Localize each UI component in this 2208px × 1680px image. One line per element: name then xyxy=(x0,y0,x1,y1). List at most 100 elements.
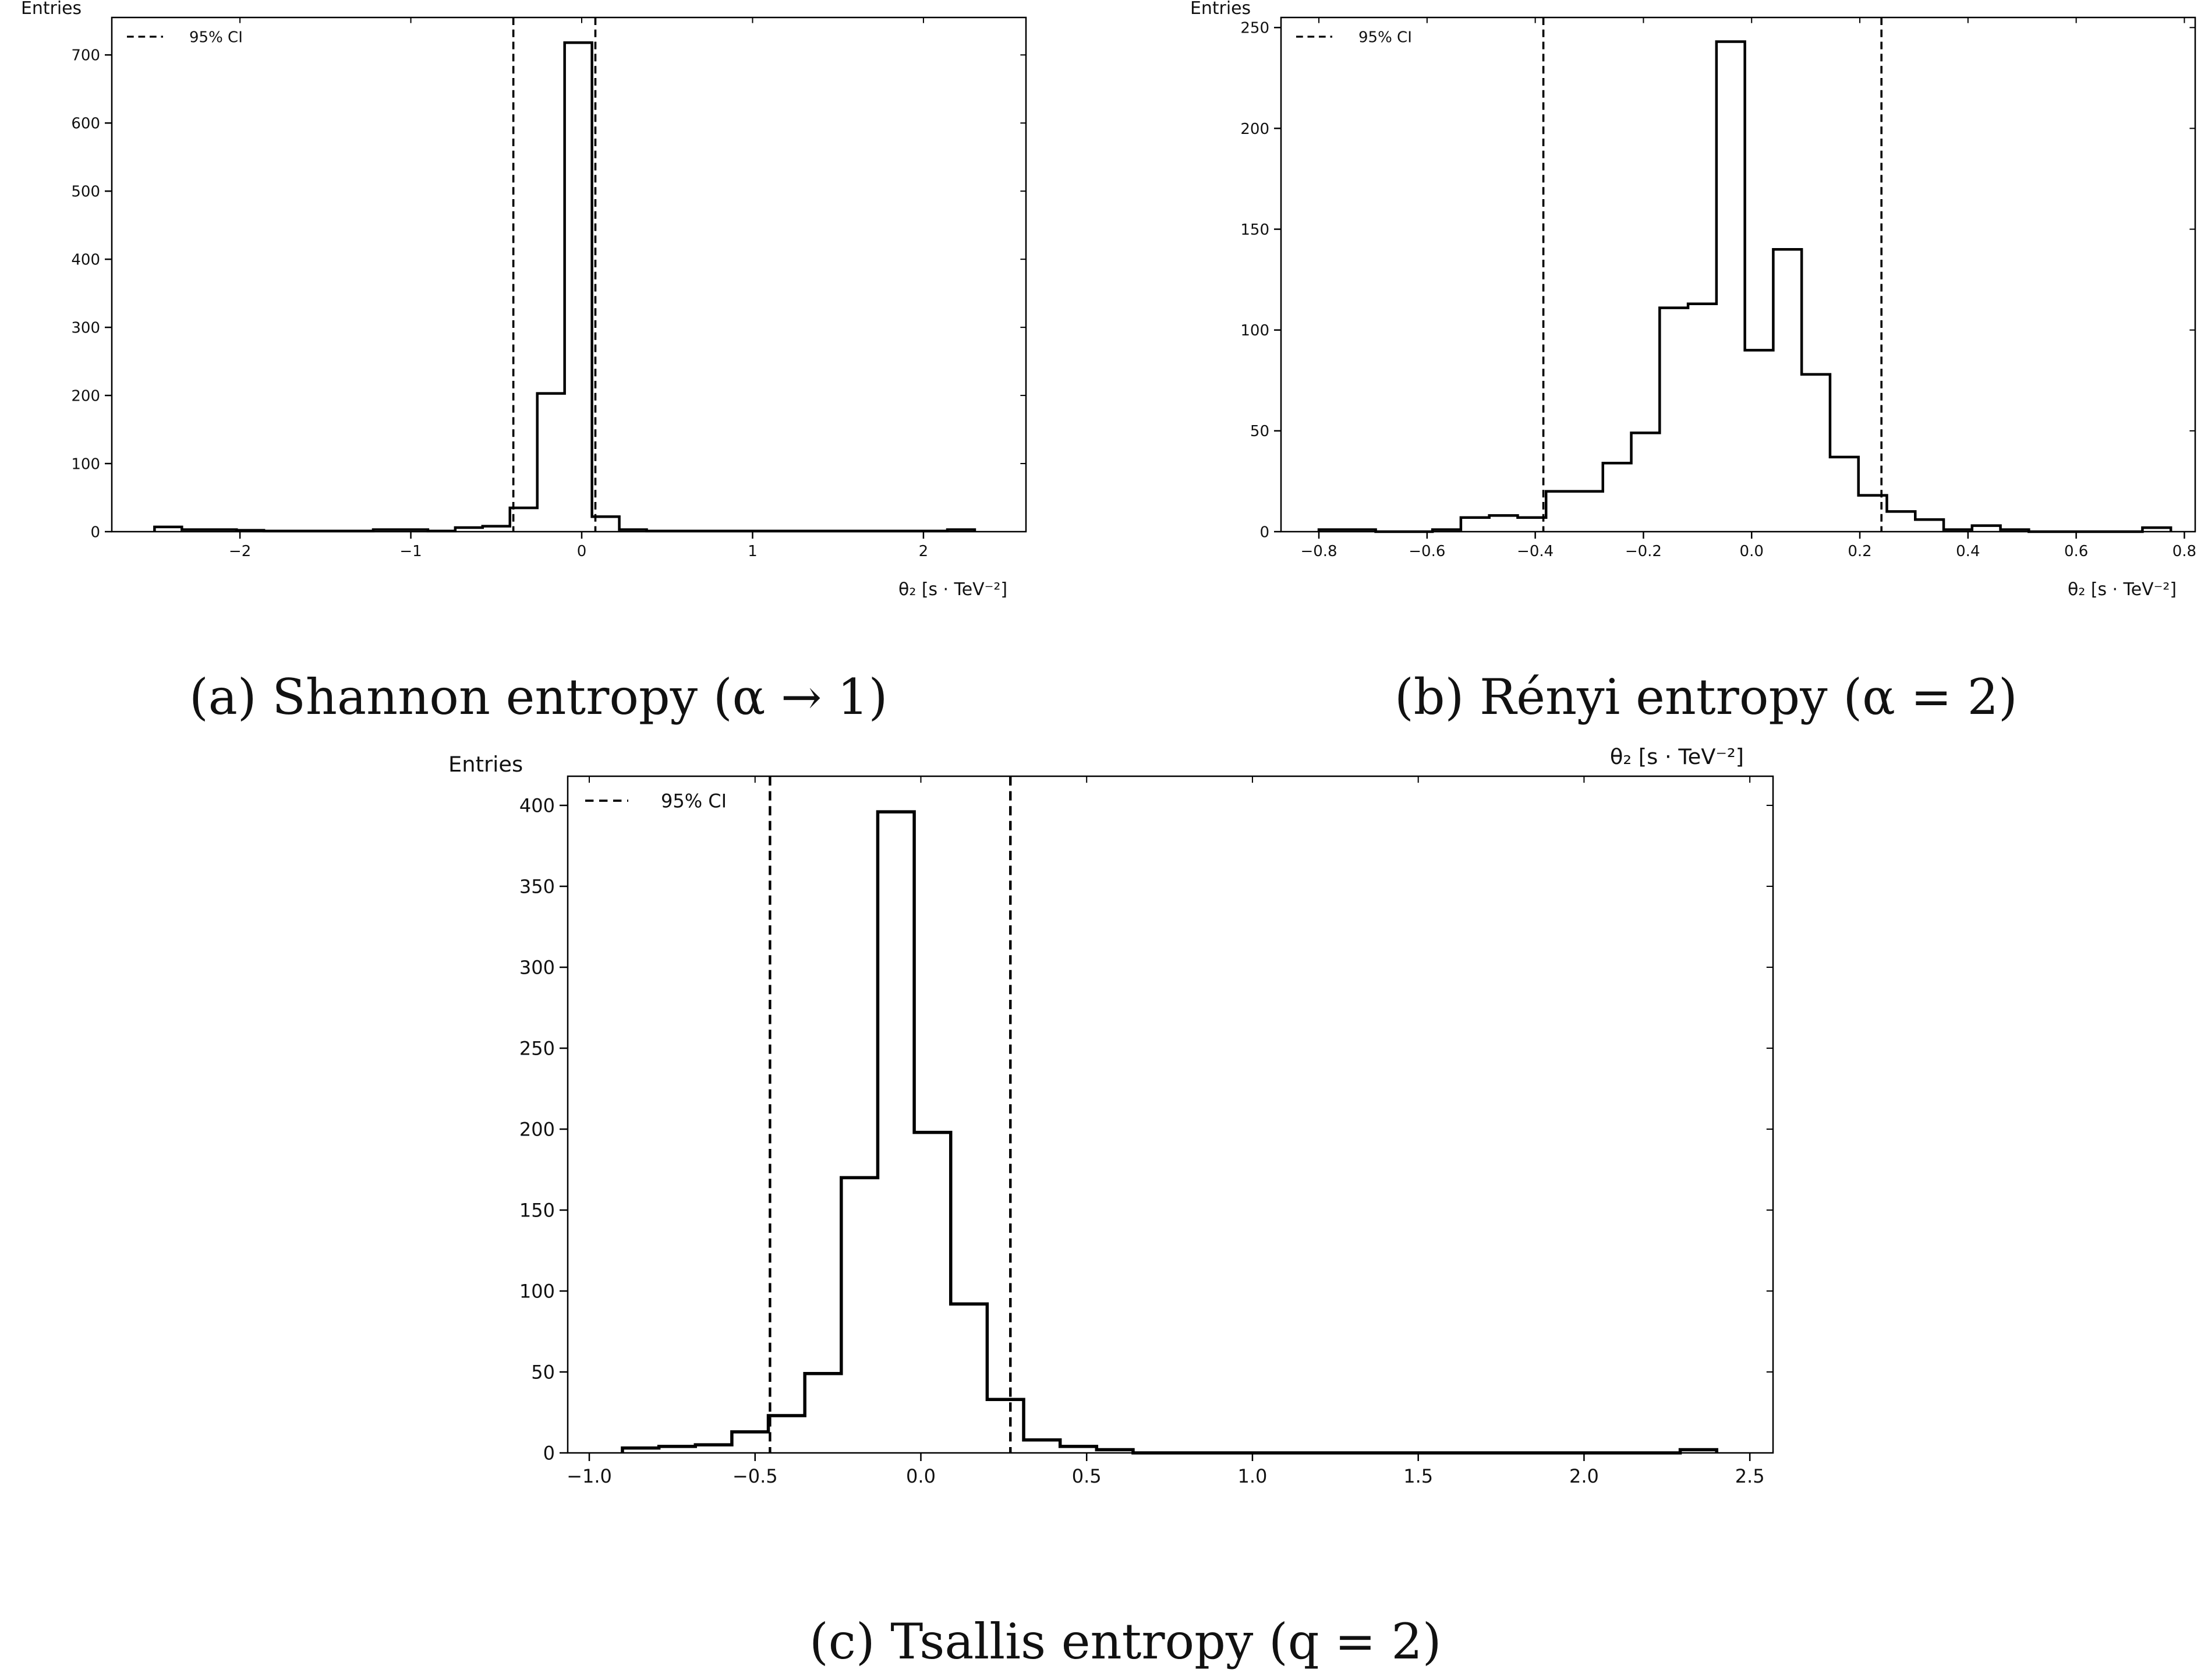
histogram-bin xyxy=(893,531,920,532)
y-tick-label: 300 xyxy=(519,957,555,979)
histogram-outline xyxy=(153,41,976,533)
histogram-bin xyxy=(1489,515,1518,532)
x-tick-label: 2 xyxy=(919,543,929,560)
histogram-bin xyxy=(1096,1449,1133,1453)
x-tick-label: 0.0 xyxy=(906,1465,936,1487)
y-tick-label: 200 xyxy=(519,1119,555,1141)
x-tick-label: 0.8 xyxy=(2172,543,2196,560)
y-tick-label: 400 xyxy=(71,252,100,269)
histogram-bin xyxy=(1944,530,1972,532)
histogram-bin xyxy=(1574,491,1603,532)
histogram-bin xyxy=(756,531,783,532)
histogram-bin xyxy=(537,394,565,532)
y-tick-label: 350 xyxy=(519,876,555,898)
histogram-bin xyxy=(732,1432,769,1453)
histogram-bin xyxy=(1659,308,1688,532)
histogram-bin xyxy=(1915,519,1944,532)
histogram-bin xyxy=(1517,518,1546,532)
histogram-bin xyxy=(1802,374,1830,532)
x-tick-label: −0.5 xyxy=(733,1465,778,1487)
histogram-bin xyxy=(805,1374,841,1453)
y-tick-label: 300 xyxy=(71,319,100,337)
histogram-bin xyxy=(1632,433,1660,532)
y-tick-label: 200 xyxy=(71,387,100,405)
histogram-bin xyxy=(373,529,401,532)
histogram-bin xyxy=(1603,463,1632,532)
y-tick-label: 250 xyxy=(519,1038,555,1060)
x-tick-label: 0.6 xyxy=(2064,543,2088,560)
histogram-bin xyxy=(483,526,510,532)
histogram-bin xyxy=(428,531,455,532)
histogram-bin xyxy=(1887,511,1915,532)
x-tick-label: −0.4 xyxy=(1517,543,1554,560)
histogram-bin xyxy=(877,812,914,1453)
x-tick-label: 0.2 xyxy=(1848,543,1871,560)
histogram-tsallis: −1.0 −0.5 0.0 0.5 1.0 1.5 2.0 2.5 0 50 100 150 200 25… xyxy=(448,744,1774,1487)
histogram-shannon: −2 −1 0 1 2 0 100 200 300 400 500 600 700 95% CI Entri… xyxy=(21,0,1027,600)
x-axis-label: θ₂ [s · TeV⁻²] xyxy=(1610,744,1744,769)
histogram-bin xyxy=(1972,526,2001,532)
axes-frame xyxy=(567,775,1774,1454)
histogram-bin xyxy=(987,1399,1024,1453)
histogram-bin xyxy=(209,529,236,532)
histogram-bin xyxy=(2001,530,2029,532)
x-tick-label: −2 xyxy=(229,543,251,560)
histogram-outline xyxy=(1317,40,2172,533)
histogram-bin xyxy=(1461,518,1489,532)
histogram-outline xyxy=(621,810,1718,1455)
y-tick-label: 150 xyxy=(1240,221,1269,239)
y-tick-label: 50 xyxy=(531,1361,555,1384)
y-tick-label: 600 xyxy=(71,115,100,133)
axes-frame xyxy=(111,16,1027,533)
histogram-bin xyxy=(920,531,947,532)
x-tick-label: 2.5 xyxy=(1735,1465,1765,1487)
histogram-bin xyxy=(1546,491,1574,532)
axes-frame xyxy=(1280,16,2196,533)
histogram-bin xyxy=(291,531,319,532)
x-tick-label: −1.0 xyxy=(567,1465,612,1487)
x-tick-label: 0.4 xyxy=(1956,543,1980,560)
y-tick-label: 250 xyxy=(1240,20,1269,37)
histogram-bin xyxy=(865,531,893,532)
legend-label: 95% CI xyxy=(661,790,727,812)
y-axis-label: Entries xyxy=(1190,0,1251,19)
histogram-bin xyxy=(1347,530,1376,532)
histogram-bin xyxy=(154,527,182,532)
caption-renyi: (b) Rényi entropy (α = 2) xyxy=(1395,669,2018,726)
x-tick-label: −1 xyxy=(399,543,422,560)
y-tick-label: 0 xyxy=(90,524,100,541)
histogram-bin xyxy=(841,1177,878,1453)
histogram-bin xyxy=(1680,1449,1717,1453)
histogram-bin xyxy=(701,531,728,532)
legend-label: 95% CI xyxy=(1358,29,1412,46)
histogram-bin xyxy=(1773,249,1802,532)
histogram-bin xyxy=(811,531,838,532)
caption-tsallis: (c) Tsallis entropy (q = 2) xyxy=(809,1613,1442,1670)
histogram-bin xyxy=(769,1416,805,1453)
x-tick-label: 2.0 xyxy=(1569,1465,1599,1487)
y-tick-label: 0 xyxy=(1259,524,1269,541)
y-tick-label: 500 xyxy=(71,183,100,201)
y-tick-label: 100 xyxy=(71,455,100,473)
x-tick-label: 1.5 xyxy=(1403,1465,1433,1487)
histogram-bin xyxy=(838,531,865,532)
x-tick-label: 0.0 xyxy=(1740,543,1764,560)
histogram-bin xyxy=(1432,530,1461,532)
y-tick-label: 100 xyxy=(1240,322,1269,339)
x-tick-label: 0.5 xyxy=(1072,1465,1102,1487)
histogram-bin xyxy=(947,529,975,532)
histogram-bin xyxy=(1060,1446,1097,1453)
histogram-bin xyxy=(695,1445,732,1453)
histogram-bin xyxy=(622,1448,659,1453)
x-axis-label: θ₂ [s · TeV⁻²] xyxy=(2068,579,2177,600)
y-tick-label: 100 xyxy=(519,1281,555,1303)
histogram-bin xyxy=(1830,457,1859,532)
x-tick-label: −0.6 xyxy=(1409,543,1445,560)
y-tick-label: 150 xyxy=(519,1200,555,1222)
histogram-bin xyxy=(1745,350,1774,532)
histogram-bin xyxy=(728,531,756,532)
y-axis-label: Entries xyxy=(21,0,82,19)
y-tick-label: 400 xyxy=(519,795,555,817)
histogram-bin xyxy=(319,531,346,532)
histogram-renyi: −0.8 −0.6 −0.4 −0.2 0.0 0.2 0.4 0.6 0.8 0 50 100 150… xyxy=(1190,0,2196,600)
